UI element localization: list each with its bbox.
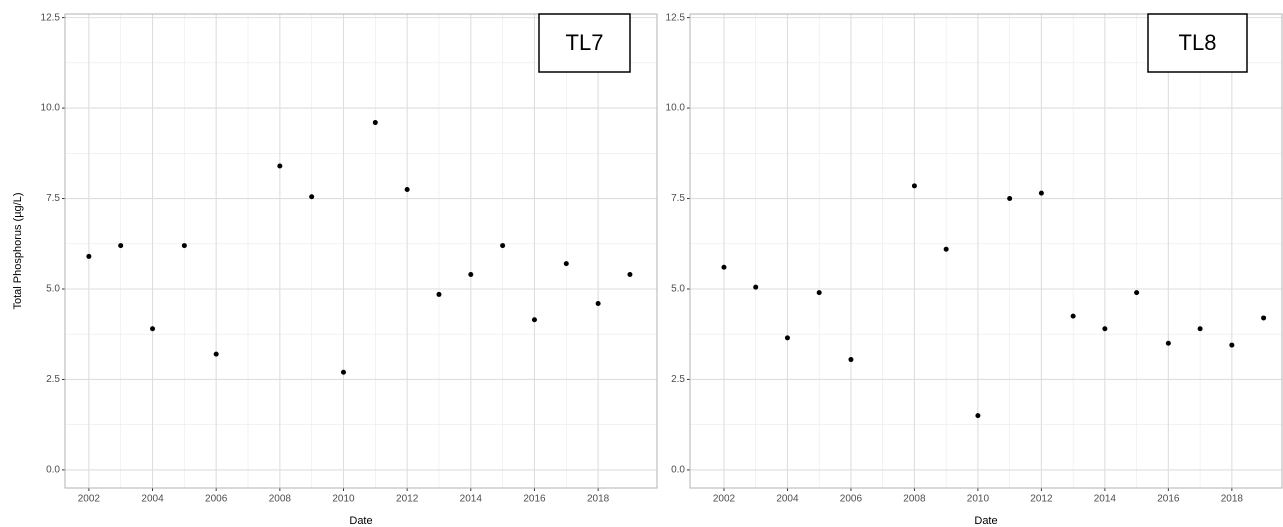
point [1038,190,1044,196]
y-tick-label: 12.5 [41,12,61,23]
point [816,290,822,296]
x-tick-label: 2016 [523,494,546,505]
x-tick-label: 2008 [269,494,292,505]
point [500,243,506,249]
plot-border [64,13,658,489]
x-tick-label: 2006 [840,494,863,505]
x-tick-label: 2002 [713,494,736,505]
y-tick-label: 10.0 [41,103,61,114]
y-tick-label: 0.0 [671,465,685,476]
point [1229,342,1235,348]
y-tick-label: 5.0 [46,284,60,295]
y-tick-label: 10.0 [666,103,686,114]
y-tick-label: 2.5 [46,374,60,385]
point [1165,340,1171,346]
x-tick-label: 2006 [205,494,228,505]
x-tick-label: 2014 [1094,494,1117,505]
point [372,120,378,126]
point [150,326,156,332]
point [1102,326,1108,332]
x-tick-label: 2010 [967,494,990,505]
point [627,272,633,278]
point [436,291,442,297]
y-tick-label: 7.5 [671,193,685,204]
x-tick-label: 2016 [1157,494,1180,505]
point [753,284,759,290]
point [468,272,474,278]
x-tick-label: 2004 [141,494,164,505]
point [1007,196,1013,202]
y-tick-label: 5.0 [671,284,685,295]
point [911,183,917,189]
point [721,264,727,270]
point [86,253,92,259]
x-tick-label: 2004 [776,494,799,505]
y-tick-label: 2.5 [671,374,685,385]
x-axis-title: Date [349,515,372,527]
point [181,243,187,249]
y-axis-title: Total Phosphorus (µg/L) [12,192,24,309]
point [595,300,601,306]
x-tick-label: 2008 [903,494,926,505]
point [1197,326,1203,332]
point [213,351,219,357]
annotation: TL8 [1179,30,1217,55]
x-tick-label: 2018 [587,494,610,505]
y-tick-label: 12.5 [666,12,686,23]
x-tick-label: 2012 [1030,494,1053,505]
point [277,163,283,169]
annotation-box [1147,13,1248,73]
x-tick-label: 2010 [332,494,355,505]
annotation: TL7 [566,30,604,55]
plot-border [689,13,1283,489]
point [531,317,537,323]
x-tick-label: 2002 [78,494,101,505]
annotation-box [538,13,631,73]
x-tick-label: 2012 [396,494,419,505]
point [943,246,949,252]
point [1261,315,1267,321]
point [309,194,315,200]
point [848,357,854,363]
x-tick-label: 2014 [460,494,483,505]
point [1134,290,1140,296]
y-tick-label: 7.5 [46,193,60,204]
x-tick-label: 2018 [1221,494,1244,505]
point [1070,313,1076,319]
point [118,243,124,249]
point [404,186,410,192]
x-axis-title: Date [974,515,997,527]
point [784,335,790,341]
point [340,369,346,375]
point [975,413,981,419]
y-tick-label: 0.0 [46,465,60,476]
point [563,261,569,267]
